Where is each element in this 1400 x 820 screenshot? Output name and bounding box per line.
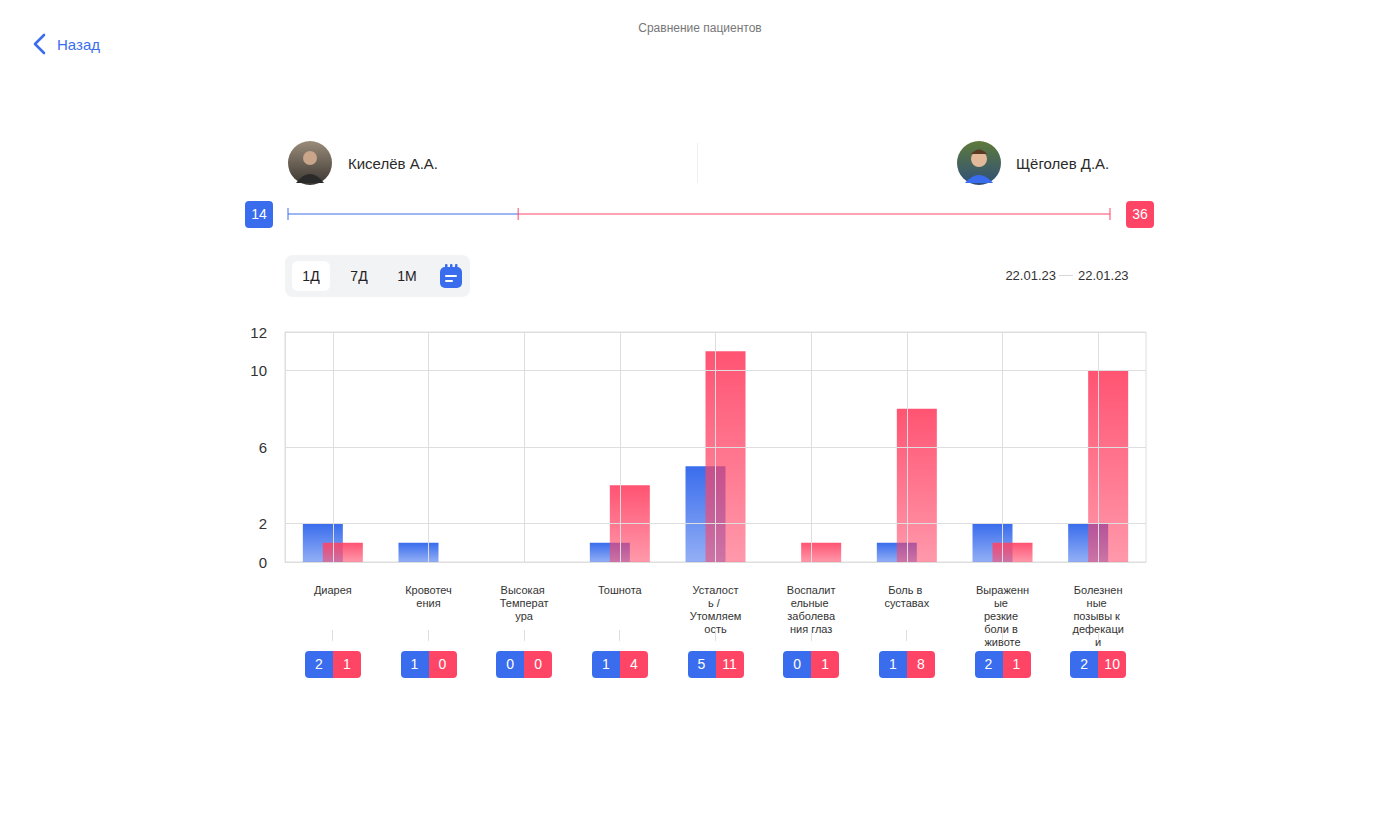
html-text:7Д: 7Д [350,268,368,284]
svg-text:ые: ые [994,597,1011,609]
html-text:Киселёв А.А.: Киселёв А.А. [348,155,438,172]
html-text:2: 2 [984,656,993,672]
html-text:0: 0 [506,656,514,672]
svg-text:ения: ения [416,597,440,609]
svg-text:ельные: ельные [791,597,832,609]
svg-text:Боль в: Боль в [888,584,925,596]
svg-text:Болезнен: Болезнен [1074,584,1123,596]
svg-text:ния глаз: ния глаз [789,622,833,635]
svg-text:6: 6 [259,439,267,456]
html-text:8: 8 [916,656,925,672]
svg-text:ь /: ь / [708,597,723,609]
svg-text:заболева: заболева [787,610,836,622]
svg-text:Тошнота: Тошнота [598,584,643,596]
svg-text:и: и [1095,635,1102,648]
html-text:5: 5 [697,656,706,672]
svg-text:Воспалит: Воспалит [787,584,836,596]
html-text:1М: 1М [397,268,417,284]
html-text:4: 4 [629,656,638,672]
html-text:Щёголев Д.А.: Щёголев Д.А. [1016,155,1110,172]
svg-text:10: 10 [250,362,267,379]
svg-text:резкие: резкие [984,610,1021,622]
html-text:Сравнение пациентов: Сравнение пациентов [638,21,762,35]
html-text:2: 2 [1080,656,1088,672]
svg-text:Усталост: Усталост [693,584,739,596]
svg-text:суставах: суставах [884,597,929,609]
html-text:1Д: 1Д [302,268,320,284]
html-text:10: 10 [1104,656,1120,672]
html-text:2: 2 [314,656,323,672]
html-text:1: 1 [410,656,419,672]
svg-text:0: 0 [259,554,267,571]
html-text:1: 1 [601,656,610,672]
svg-text:Кровотеч: Кровотеч [405,584,452,596]
html-text:Назад: Назад [57,36,100,53]
html-text:22.01.23: 22.01.23 [1005,268,1056,283]
svg-text:Утомляем: Утомляем [690,610,742,622]
html-text:1: 1 [342,656,351,672]
html-text:0: 0 [534,656,542,672]
html-text:22.01.23: 22.01.23 [1078,268,1129,283]
html-text:1: 1 [1012,656,1021,672]
svg-text:животе: животе [984,635,1021,648]
svg-text:позывы к: позывы к [1073,610,1123,622]
html-text:11: 11 [722,656,737,672]
html-text:14: 14 [251,206,267,222]
html-text:0: 0 [438,656,447,672]
svg-text:ные: ные [1087,597,1110,609]
svg-text:2: 2 [259,515,267,532]
svg-text:Выраженн: Выраженн [976,584,1029,596]
html-text:1: 1 [888,656,897,672]
svg-text:12: 12 [250,324,267,341]
svg-text:Высокая: Высокая [501,584,548,596]
html-text:0: 0 [793,656,801,672]
svg-text:боли в: боли в [984,622,1021,635]
svg-text:Диарея: Диарея [314,584,352,596]
html-text:36: 36 [1132,206,1148,222]
svg-text:ость: ость [704,622,727,635]
html-text:1: 1 [821,656,829,672]
svg-text:ура: ура [515,610,533,622]
svg-text:дефекаци: дефекаци [1072,622,1124,635]
svg-text:Температ: Температ [500,597,549,609]
